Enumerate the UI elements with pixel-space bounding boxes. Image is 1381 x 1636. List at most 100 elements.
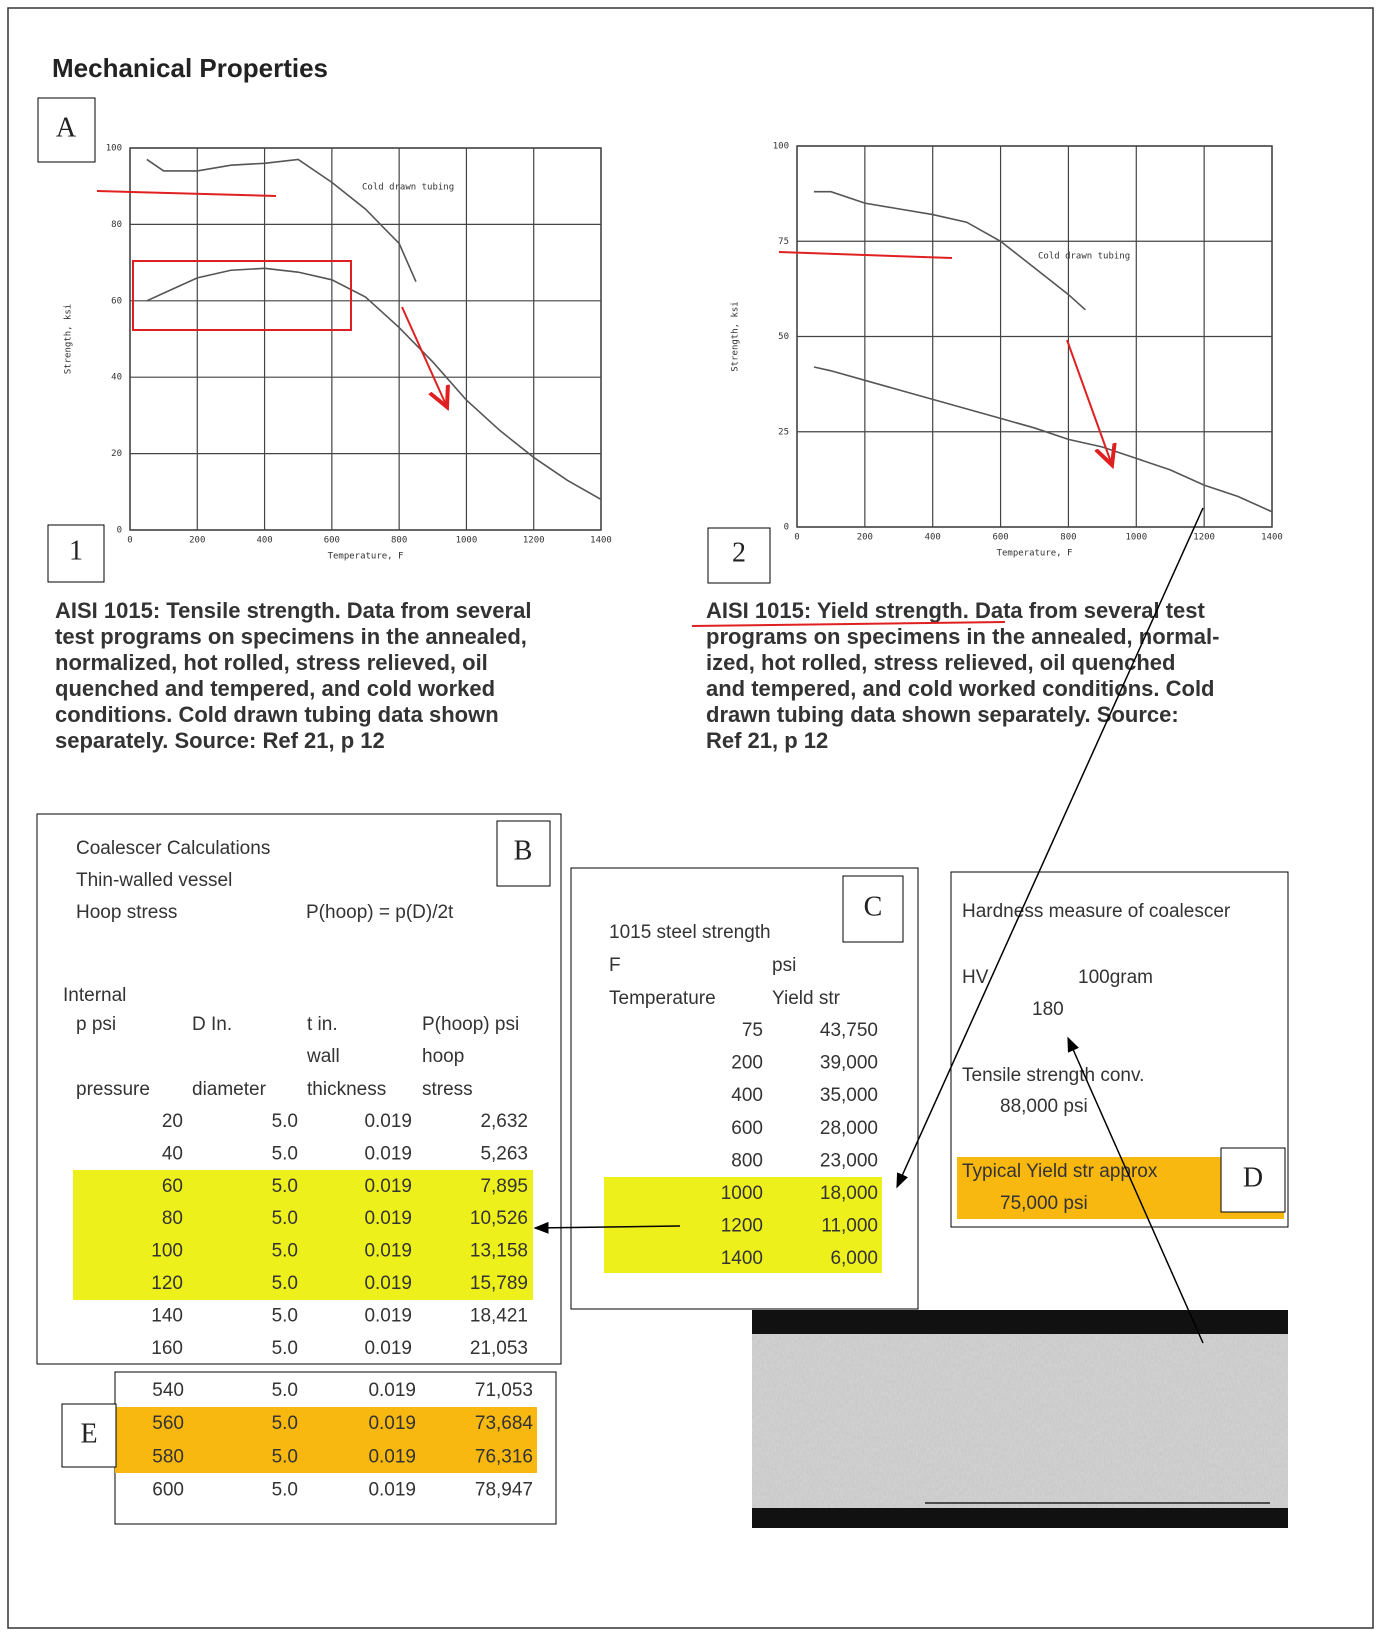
cell: 21,053 — [470, 1338, 528, 1359]
cell: 120 — [151, 1273, 183, 1294]
caption-line: AISI 1015: Yield strength. Data from sev… — [706, 598, 1206, 623]
label-1: 1 — [48, 525, 104, 582]
x-tick-label: 0 — [794, 533, 799, 543]
line-series — [814, 367, 1272, 512]
label-e: E — [62, 1404, 116, 1467]
cell: 5.0 — [272, 1380, 298, 1401]
label: C — [864, 891, 883, 922]
y-tick-label: 50 — [778, 332, 789, 342]
cell: 5,263 — [480, 1143, 528, 1164]
cell: 5.0 — [272, 1305, 298, 1326]
cell: 100 — [151, 1241, 183, 1262]
label-a: A — [38, 98, 95, 162]
label-2: 2 — [708, 528, 770, 583]
x-tick-label: 1400 — [1261, 533, 1283, 543]
cell: 5.0 — [272, 1446, 298, 1467]
column-header: hoop — [422, 1046, 464, 1067]
group-label: Internal — [63, 985, 126, 1006]
cell: 0.019 — [364, 1273, 412, 1294]
cell: 0.019 — [368, 1446, 416, 1467]
table-title: Thin-walled vessel — [76, 870, 232, 891]
column-header: P(hoop) psi — [422, 1014, 519, 1035]
line-series — [147, 159, 416, 281]
x-tick-label: 1000 — [456, 536, 478, 546]
x-tick-label: 0 — [127, 536, 132, 546]
cell: 10,526 — [470, 1208, 528, 1229]
cell: 40 — [162, 1143, 183, 1164]
y-tick-label: 100 — [773, 142, 789, 152]
annotation: Cold drawn tubing — [1038, 252, 1130, 262]
y-axis-label: Strength, ksi — [64, 304, 74, 374]
y-tick-label: 0 — [784, 523, 789, 533]
cell: 5.0 — [272, 1273, 298, 1294]
cell: 6,000 — [830, 1248, 878, 1269]
cell: 800 — [731, 1150, 763, 1171]
x-tick-label: 600 — [992, 533, 1008, 543]
cell: 75 — [742, 1020, 763, 1041]
cell: 0.019 — [364, 1305, 412, 1326]
x-tick-label: 200 — [857, 533, 873, 543]
line-series — [147, 268, 601, 499]
cell: 11,000 — [821, 1216, 878, 1237]
y-tick-label: 75 — [778, 237, 789, 247]
cell: 2,632 — [480, 1111, 528, 1132]
x-tick-label: 400 — [256, 536, 272, 546]
caption-line: ized, hot rolled, stress relieved, oil q… — [706, 650, 1175, 675]
cell: 5.0 — [272, 1208, 298, 1229]
cell: 13,158 — [470, 1241, 528, 1262]
cell: 5.0 — [272, 1413, 298, 1434]
cell: 540 — [152, 1380, 184, 1401]
column-header: psi — [772, 955, 796, 976]
cell: 0.019 — [364, 1143, 412, 1164]
label: A — [56, 112, 77, 143]
caption-line: Ref 21, p 12 — [706, 728, 828, 753]
page: {"header": {"title": "Mechanical Propert… — [0, 0, 1381, 1636]
box-text: HV — [962, 967, 989, 988]
cell: 15,789 — [470, 1273, 528, 1294]
cell: 400 — [731, 1085, 763, 1106]
caption-line: test programs on specimens in the anneal… — [55, 624, 527, 649]
cell: 78,947 — [475, 1480, 533, 1501]
cell: 0.019 — [364, 1176, 412, 1197]
micrograph — [752, 1310, 1288, 1528]
cell: 71,053 — [475, 1380, 533, 1401]
caption-line: drawn tubing data shown separately. Sour… — [706, 702, 1179, 727]
column-header: thickness — [307, 1079, 386, 1100]
cell: 5.0 — [272, 1143, 298, 1164]
box-text: Tensile strength conv. — [962, 1065, 1144, 1086]
cell: 35,000 — [820, 1085, 878, 1106]
column-header: D In. — [192, 1014, 232, 1035]
annotation: Cold drawn tubing — [362, 183, 454, 193]
box-text: 75,000 psi — [1000, 1193, 1088, 1214]
title: Mechanical Properties — [52, 53, 328, 83]
x-tick-label: 600 — [324, 536, 340, 546]
cell: 0.019 — [368, 1380, 416, 1401]
cell: 560 — [152, 1413, 184, 1434]
x-tick-label: 1200 — [523, 536, 545, 546]
document: Mechanical Properties A 1 2 B C D E 0200… — [0, 0, 1381, 1636]
y-tick-label: 0 — [117, 526, 122, 536]
cell: 18,000 — [820, 1183, 878, 1204]
plot-frame — [130, 148, 601, 530]
cell: 0.019 — [368, 1480, 416, 1501]
cell: 5.0 — [272, 1176, 298, 1197]
y-axis-label: Strength, ksi — [731, 301, 741, 371]
y-tick-label: 25 — [778, 427, 789, 437]
cell: 20 — [162, 1111, 183, 1132]
box-text: 88,000 psi — [1000, 1096, 1088, 1117]
label: E — [80, 1418, 97, 1449]
label-d: D — [1221, 1148, 1285, 1212]
box-text: Typical Yield str approx — [962, 1161, 1158, 1182]
cell: 5.0 — [272, 1480, 298, 1501]
x-tick-label: 1000 — [1125, 533, 1147, 543]
cell: 5.0 — [272, 1338, 298, 1359]
cell: 200 — [731, 1053, 763, 1074]
cell: 73,684 — [475, 1413, 534, 1434]
x-tick-label: 200 — [189, 536, 205, 546]
y-tick-label: 40 — [111, 373, 122, 383]
caption-line: quenched and tempered, and cold worked — [55, 676, 495, 701]
cell: 5.0 — [272, 1241, 298, 1262]
cell: 1400 — [721, 1248, 763, 1269]
label: D — [1243, 1162, 1263, 1193]
x-tick-label: 1200 — [1193, 533, 1215, 543]
